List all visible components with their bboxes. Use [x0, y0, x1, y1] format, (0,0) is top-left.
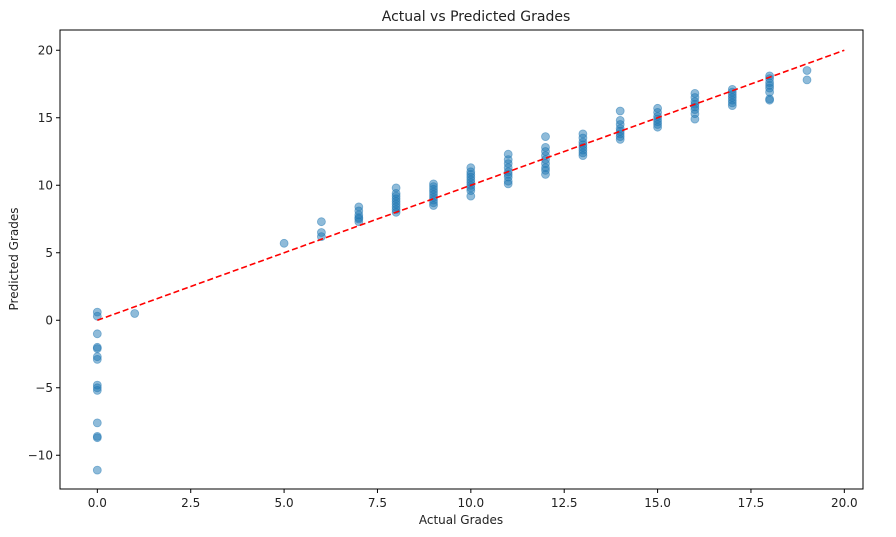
data-point: [802, 75, 812, 85]
x-tick-label: 2.5: [181, 496, 200, 510]
y-axis-label: Predicted Grades: [7, 208, 21, 311]
y-tick-label: 5: [45, 246, 53, 260]
plot-area: [92, 49, 845, 475]
data-point: [615, 106, 625, 116]
reference-line: [97, 49, 845, 322]
data-point: [727, 101, 737, 110]
data-point: [92, 418, 102, 428]
y-tick-label: −10: [28, 448, 53, 462]
data-point: [279, 238, 289, 248]
x-tick-label: 7.5: [368, 496, 387, 510]
data-point: [92, 311, 102, 321]
data-point: [92, 433, 102, 443]
y-axis-ticks: −10 −5 0 5 10 15 20: [28, 43, 60, 462]
data-point: [615, 134, 625, 144]
data-point: [503, 179, 513, 189]
data-point: [92, 344, 102, 354]
data-point: [466, 191, 476, 201]
data-point: [429, 201, 438, 210]
data-point: [316, 232, 326, 242]
x-axis-ticks: 0.0 2.5 5.0 7.5 10.0 12.5 15.0 17.5 20.0: [88, 489, 858, 510]
data-point: [541, 169, 550, 179]
y-tick-label: 10: [38, 178, 53, 192]
y-tick-label: 15: [38, 111, 53, 125]
data-point: [802, 66, 812, 75]
data-point: [653, 122, 662, 132]
data-point: [92, 385, 102, 395]
data-point: [690, 114, 700, 124]
x-tick-label: 10.0: [457, 496, 484, 510]
y-tick-label: −5: [35, 381, 53, 395]
data-point: [578, 151, 588, 161]
x-tick-label: 17.5: [738, 496, 765, 510]
data-point: [316, 217, 326, 227]
data-point: [130, 309, 140, 318]
data-point: [92, 354, 102, 364]
data-point: [354, 217, 364, 227]
y-tick-label: 20: [38, 43, 53, 57]
data-point: [541, 132, 550, 142]
x-tick-label: 12.5: [551, 496, 578, 510]
data-point: [92, 329, 102, 339]
x-tick-label: 15.0: [644, 496, 671, 510]
x-tick-label: 20.0: [831, 496, 858, 510]
axes-frame: [59, 29, 864, 490]
y-tick-label: 0: [45, 313, 53, 327]
x-tick-label: 0.0: [88, 496, 107, 510]
chart-title: Actual vs Predicted Grades: [382, 9, 571, 25]
data-point: [765, 95, 774, 105]
x-axis-label: Actual Grades: [419, 513, 503, 527]
data-point: [92, 465, 102, 475]
x-tick-label: 5.0: [275, 496, 294, 510]
